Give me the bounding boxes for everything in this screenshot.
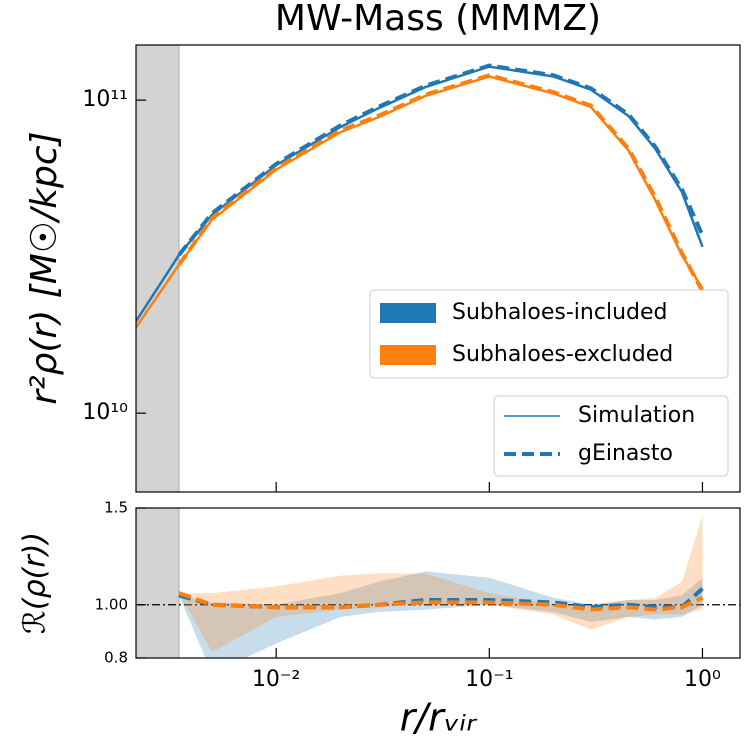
ratio-line xyxy=(178,591,704,612)
y-tick-label: 10¹¹ xyxy=(82,87,128,112)
ratio-tick-label: 0.8 xyxy=(104,649,128,667)
ratio-plot xyxy=(136,508,740,658)
shaded-region xyxy=(136,508,179,658)
legend-label: gEinasto xyxy=(578,441,673,466)
ratio-axis-label: ℛ(ρ(r)) xyxy=(18,532,53,634)
color-legend xyxy=(369,289,729,379)
legend-label: Subhaloes-included xyxy=(452,300,667,325)
chart-title: MW-Mass (MMMZ) xyxy=(275,0,601,39)
legend-label: Subhaloes-excluded xyxy=(452,342,673,367)
y-tick-label: 10¹⁰ xyxy=(82,400,128,425)
ratio-band xyxy=(179,516,703,653)
y-axis-label: r²ρ(r) [M☉/kpc] xyxy=(24,131,65,404)
legend-label: Simulation xyxy=(578,403,695,428)
x-tick-label: 10⁰ xyxy=(684,667,721,692)
ratio-tick-label: 1.5 xyxy=(104,499,128,517)
geinasto-line xyxy=(177,73,705,293)
top-frame xyxy=(135,44,741,493)
legend: Subhaloes-included Subhaloes-excluded Simu… xyxy=(380,300,695,466)
ratio-band xyxy=(179,571,703,658)
top-plot xyxy=(136,45,705,492)
ratio-tick-label: 1.00 xyxy=(95,595,128,613)
x-tick-label: 10⁻² xyxy=(252,667,300,692)
axes: 10⁻² 10⁻¹ 10⁰ 10¹⁰ 10¹¹ 0.8 1.00 1.5 xyxy=(82,87,721,692)
x-tick-label: 10⁻¹ xyxy=(465,667,513,692)
ratio-frame xyxy=(135,507,741,659)
legend-swatch xyxy=(380,303,436,323)
x-axis-label: r/rᵥᵢᵣ xyxy=(400,696,478,740)
legend-swatch xyxy=(380,345,436,365)
geinasto-line xyxy=(177,63,705,257)
shaded-region xyxy=(136,45,179,492)
